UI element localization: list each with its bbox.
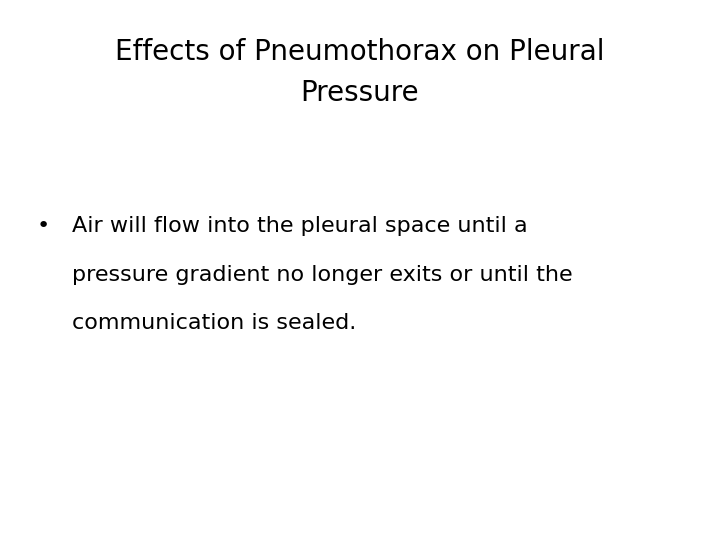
Text: •: •: [37, 216, 50, 236]
Text: Effects of Pneumothorax on Pleural
Pressure: Effects of Pneumothorax on Pleural Press…: [115, 38, 605, 107]
Text: Air will flow into the pleural space until a: Air will flow into the pleural space unt…: [72, 216, 528, 236]
Text: communication is sealed.: communication is sealed.: [72, 313, 356, 333]
Text: pressure gradient no longer exits or until the: pressure gradient no longer exits or unt…: [72, 265, 572, 285]
